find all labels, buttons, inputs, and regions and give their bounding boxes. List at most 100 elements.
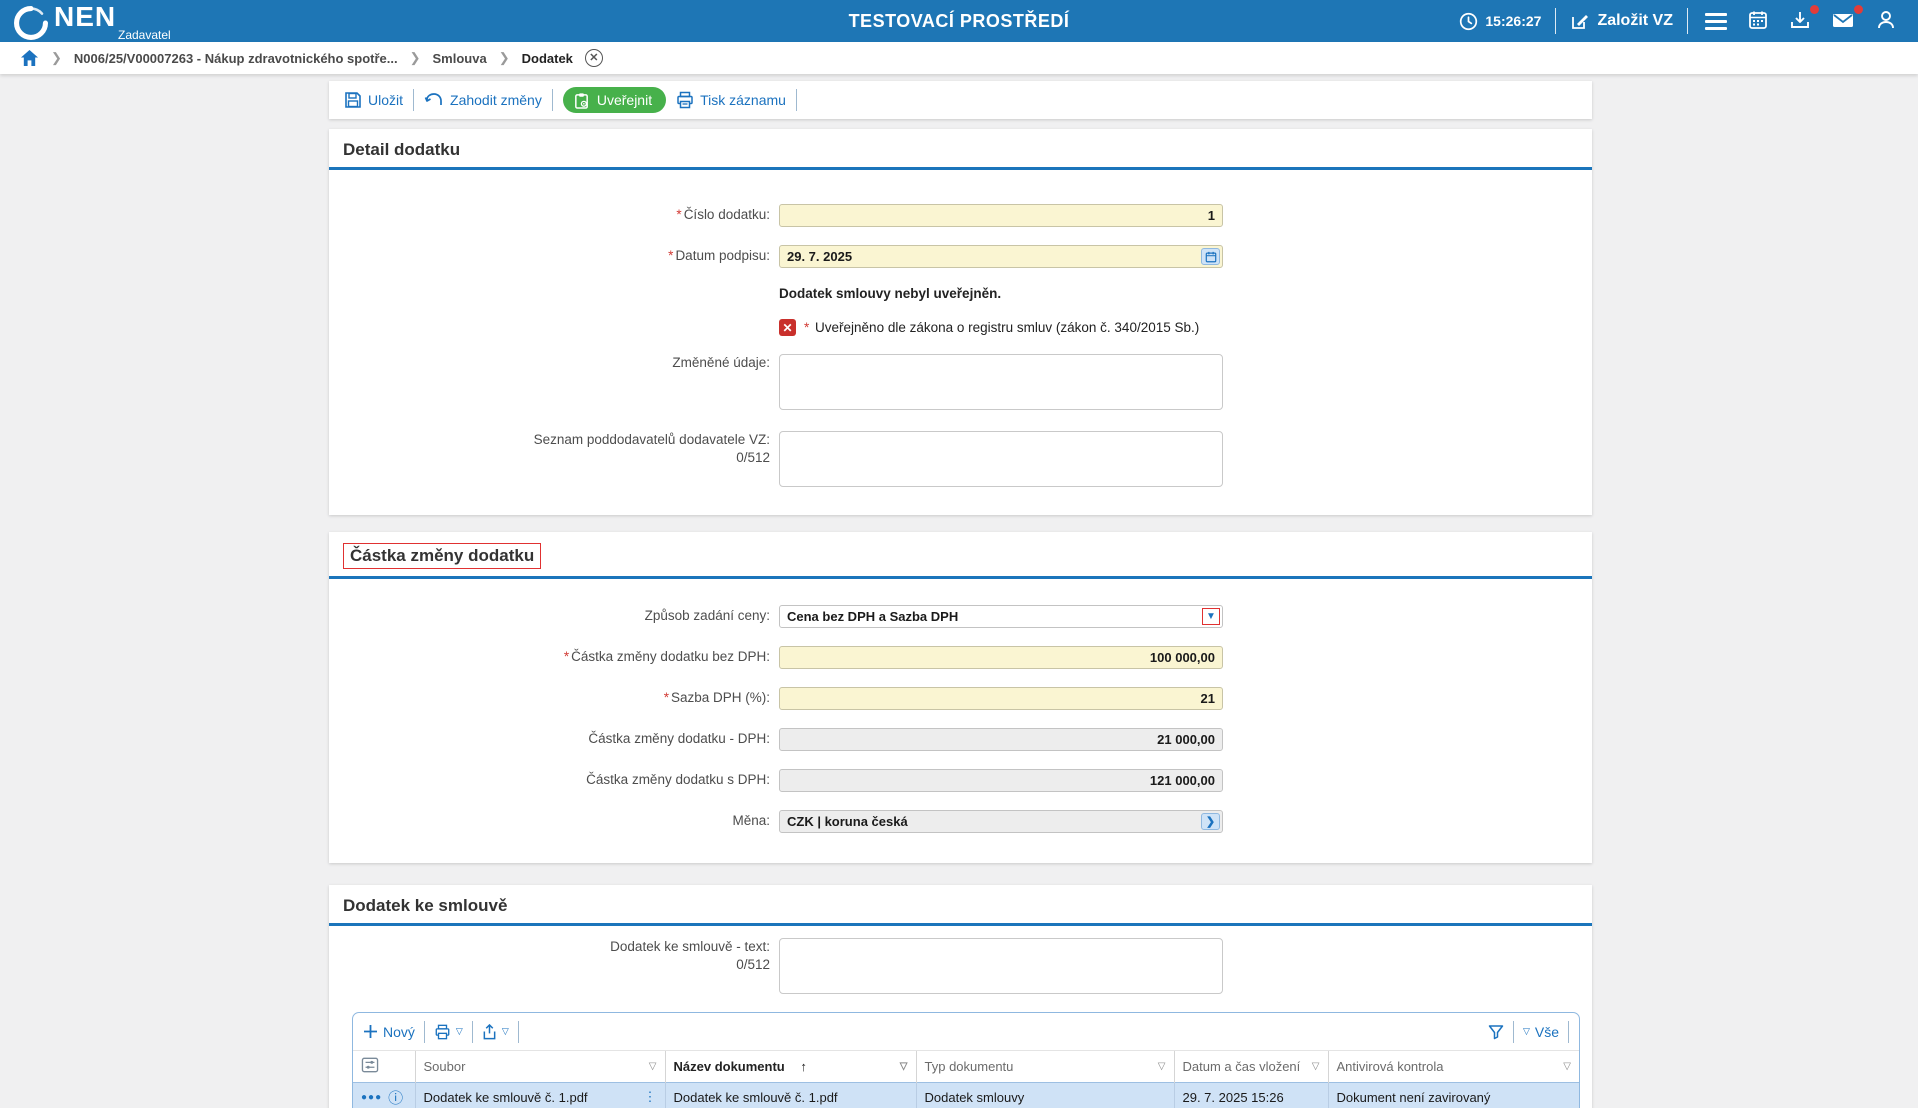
- datum-podpisu-label: *Datum podpisu:: [329, 247, 779, 265]
- cislo-dodatku-input[interactable]: [779, 204, 1223, 227]
- section-rule: [329, 576, 1592, 579]
- castka-bez-dph-label: *Částka změny dodatku bez DPH:: [329, 648, 779, 666]
- toolbar-separator: [552, 89, 553, 111]
- required-marker: *: [564, 649, 569, 664]
- header-separator: [1555, 8, 1556, 34]
- datum-podpisu-input[interactable]: [779, 245, 1223, 268]
- column-header-nazev[interactable]: Název dokumentu ↑▽: [665, 1051, 916, 1083]
- datepicker-button[interactable]: [1201, 248, 1220, 265]
- brand-name: NEN: [54, 1, 116, 32]
- breadcrumb-chevron-icon: ❯: [499, 50, 510, 66]
- mena-picker[interactable]: CZK | koruna česká ❯: [779, 810, 1223, 833]
- zmenene-udaje-textarea[interactable]: [779, 354, 1223, 410]
- print-table-button[interactable]: ▽: [434, 1024, 463, 1040]
- cell-datum[interactable]: 29. 7. 2025 15:26: [1174, 1083, 1328, 1108]
- cell-soubor[interactable]: Dodatek ke smlouvě č. 1.pdf: [424, 1090, 588, 1105]
- cell-antivir[interactable]: Dokument není zavirovaný: [1328, 1083, 1579, 1108]
- time-text: 15:26:27: [1485, 13, 1541, 29]
- breadcrumb-item-smlouva[interactable]: Smlouva: [433, 51, 487, 66]
- mena-open-button[interactable]: ❯: [1201, 813, 1220, 830]
- dodatek-text-label: Dodatek ke smlouvě - text: 0/512: [329, 938, 779, 974]
- column-header-soubor[interactable]: Soubor▽: [415, 1051, 665, 1083]
- downloads-button[interactable]: [1786, 9, 1814, 34]
- print-record-label: Tisk záznamu: [700, 92, 786, 108]
- column-filter-icon[interactable]: ▽: [1158, 1061, 1166, 1072]
- sort-asc-icon: ↑: [800, 1059, 807, 1074]
- section-rule: [329, 923, 1592, 926]
- view-all-dropdown[interactable]: ▽ Vše: [1523, 1024, 1559, 1040]
- filter-button[interactable]: [1488, 1024, 1504, 1040]
- chevron-down-icon: ▽: [456, 1026, 463, 1037]
- envelope-icon: [1831, 9, 1855, 31]
- column-header-typ[interactable]: Typ dokumentu▽: [916, 1051, 1174, 1083]
- castka-bez-dph-input[interactable]: [779, 646, 1223, 669]
- table-row[interactable]: ●●● ⓘ Dodatek ke smlouvě č. 1.pdf ⋮: [353, 1083, 1579, 1108]
- close-tab-icon[interactable]: ✕: [585, 49, 603, 67]
- discard-changes-label: Zahodit změny: [450, 92, 542, 108]
- seznam-char-counter: 0/512: [736, 450, 770, 465]
- column-header-datum[interactable]: Datum a čas vložení▽: [1174, 1051, 1328, 1083]
- save-button[interactable]: Uložit: [344, 91, 403, 109]
- header-actions: 15:26:27 Založit VZ: [1459, 8, 1918, 34]
- home-button[interactable]: [20, 49, 39, 67]
- row-menu-kebab-icon[interactable]: ⋮: [644, 1089, 657, 1105]
- calendar-icon: [1747, 9, 1769, 31]
- column-chooser-header[interactable]: [353, 1051, 415, 1083]
- row-actions-icon[interactable]: ●●●: [361, 1092, 382, 1103]
- breadcrumb-chevron-icon: ❯: [410, 50, 421, 66]
- publish-button[interactable]: Uveřejnit: [563, 87, 666, 113]
- discard-changes-button[interactable]: Zahodit změny: [424, 91, 542, 109]
- dodatek-ke-smlouve-section: Dodatek ke smlouvě Dodatek ke smlouvě - …: [329, 885, 1592, 1108]
- export-button[interactable]: ▽: [482, 1024, 509, 1040]
- create-vz-label: Založit VZ: [1597, 12, 1673, 30]
- zpusob-zadani-ceny-select[interactable]: Cena bez DPH a Sazba DPH ▼: [779, 605, 1223, 628]
- detail-dodatku-section: Detail dodatku *Číslo dodatku: *Datum po…: [329, 129, 1592, 515]
- required-marker: *: [668, 248, 673, 263]
- seznam-poddodavatelu-textarea[interactable]: [779, 431, 1223, 487]
- toolbar-separator: [796, 89, 797, 111]
- clock: 15:26:27: [1459, 12, 1541, 31]
- toolbar-separator: [1568, 1021, 1569, 1043]
- new-document-button[interactable]: Nový: [363, 1024, 415, 1040]
- column-filter-icon[interactable]: ▽: [1312, 1061, 1320, 1072]
- castka-dph-label: Částka změny dodatku - DPH:: [329, 730, 779, 748]
- documents-table-panel: Nový ▽: [352, 1012, 1580, 1108]
- plus-icon: [363, 1024, 378, 1039]
- toolbar-separator: [1513, 1021, 1514, 1043]
- zmenene-udaje-label: Změněné údaje:: [329, 354, 779, 372]
- toolbar-separator: [518, 1021, 519, 1043]
- create-vz-button[interactable]: Založit VZ: [1570, 11, 1673, 31]
- column-filter-icon[interactable]: ▽: [900, 1061, 908, 1072]
- documents-table-toolbar: Nový ▽: [353, 1013, 1579, 1050]
- cell-typ[interactable]: Dodatek smlouvy: [916, 1083, 1174, 1108]
- cell-nazev[interactable]: Dodatek ke smlouvě č. 1.pdf: [665, 1083, 916, 1108]
- chevron-down-icon[interactable]: ▼: [1202, 608, 1220, 625]
- sazba-dph-input[interactable]: [779, 687, 1223, 710]
- cislo-dodatku-label: *Číslo dodatku:: [329, 206, 779, 224]
- printer-icon: [434, 1024, 451, 1040]
- toolbar-separator: [413, 89, 414, 111]
- user-profile-button[interactable]: [1872, 9, 1900, 34]
- column-filter-icon[interactable]: ▽: [1563, 1061, 1571, 1072]
- info-icon[interactable]: ⓘ: [388, 1087, 403, 1108]
- calendar-button[interactable]: [1744, 9, 1772, 34]
- section-rule: [329, 167, 1592, 170]
- print-record-button[interactable]: Tisk záznamu: [676, 91, 786, 109]
- sazba-dph-label: *Sazba DPH (%):: [329, 689, 779, 707]
- menu-button[interactable]: [1702, 9, 1730, 34]
- castka-s-dph-label: Částka změny dodatku s DPH:: [329, 771, 779, 789]
- checkbox-crossed-icon[interactable]: ✕: [779, 319, 796, 336]
- column-filter-icon[interactable]: ▽: [649, 1061, 657, 1072]
- dodatek-text-textarea[interactable]: [779, 938, 1223, 994]
- notification-badge: [1810, 5, 1819, 14]
- nen-home-logo[interactable]: NEN Zadavatel: [0, 3, 116, 40]
- breadcrumb-item-dodatek[interactable]: Dodatek: [522, 51, 573, 66]
- column-header-antivir[interactable]: Antivirová kontrola▽: [1328, 1051, 1579, 1083]
- record-toolbar: Uložit Zahodit změny Uveřejnit: [329, 81, 1592, 119]
- new-document-label: Nový: [383, 1024, 415, 1040]
- messages-button[interactable]: [1828, 9, 1858, 34]
- chevron-right-icon: ❯: [1206, 815, 1215, 828]
- breadcrumb-item-zakazka[interactable]: N006/25/V00007263 - Nákup zdravotnického…: [74, 51, 398, 66]
- column-settings-icon: [361, 1057, 379, 1073]
- chevron-down-icon: ▽: [502, 1026, 509, 1037]
